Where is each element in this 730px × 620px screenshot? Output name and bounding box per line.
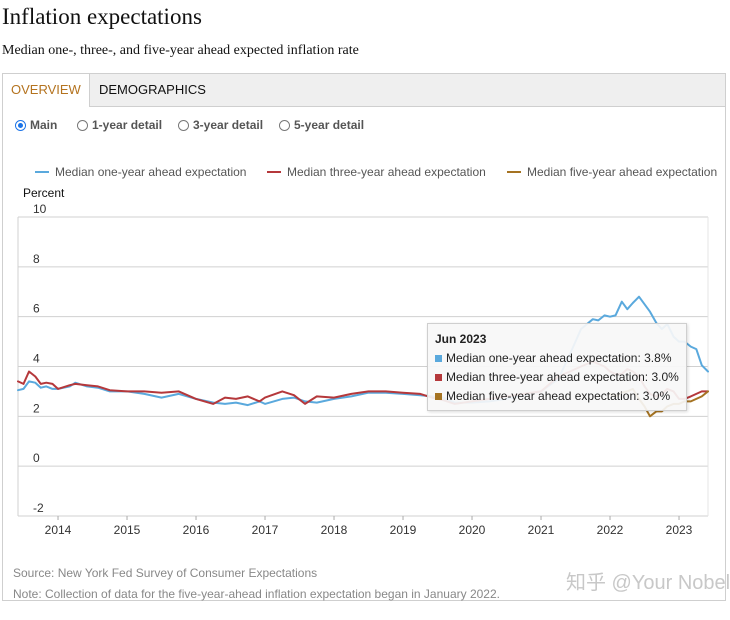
tooltip-swatch-icon <box>435 374 442 381</box>
x-tick-label: 2022 <box>597 523 624 537</box>
tab-bar: OVERVIEW DEMOGRAPHICS <box>3 74 725 107</box>
y-tick-label: 2 <box>33 401 40 415</box>
legend-swatch-icon <box>267 171 281 173</box>
tooltip-row-text: Median five-year ahead expectation: 3.0% <box>446 389 671 403</box>
chart-tooltip: Jun 2023 Median one-year ahead expectati… <box>427 323 687 411</box>
page-subtitle: Median one-, three-, and five-year ahead… <box>2 43 359 58</box>
tab-overview[interactable]: OVERVIEW <box>3 74 90 107</box>
radio-dot-icon <box>15 120 26 131</box>
legend-swatch-icon <box>35 171 49 173</box>
radio-1-year-detail[interactable]: 1-year detail <box>77 117 162 133</box>
legend-label: Median five-year ahead expectation <box>527 165 718 179</box>
radio-label: 3-year detail <box>193 118 264 132</box>
page-title: Inflation expectations <box>2 4 202 29</box>
radio-5-year-detail[interactable]: 5-year detail <box>279 117 364 133</box>
tooltip-row-five-year: Median five-year ahead expectation: 3.0% <box>435 389 670 403</box>
y-tick-label: 4 <box>33 352 40 366</box>
radio-label: 1-year detail <box>92 118 163 132</box>
tab-demographics[interactable]: DEMOGRAPHICS <box>99 82 206 97</box>
tooltip-swatch-icon <box>435 393 442 400</box>
x-tick-label: 2019 <box>390 523 417 537</box>
tooltip-swatch-icon <box>435 355 442 362</box>
x-tick-label: 2023 <box>666 523 693 537</box>
legend-swatch-icon <box>507 171 521 173</box>
radio-dot-icon <box>178 120 189 131</box>
x-tick-label: 2016 <box>183 523 210 537</box>
radio-3-year-detail[interactable]: 3-year detail <box>178 117 263 133</box>
x-tick-label: 2017 <box>252 523 279 537</box>
y-tick-label: 10 <box>33 202 47 216</box>
x-tick-label: 2020 <box>459 523 486 537</box>
line-chart[interactable]: -2 0 2 4 6 8 10 2014 2015 2016 2017 2018 2019 2020 202… <box>3 74 725 544</box>
source-note: Source: New York Fed Survey of Consumer … <box>13 566 318 580</box>
y-tick-label: -2 <box>33 501 44 515</box>
y-tick-label: 0 <box>33 451 40 465</box>
tooltip-row-three-year: Median three-year ahead expectation: 3.0… <box>435 370 679 384</box>
y-tick-label: 6 <box>33 302 40 316</box>
radio-label: Main <box>30 118 58 132</box>
x-tick-label: 2018 <box>321 523 348 537</box>
x-tick-label: 2014 <box>45 523 72 537</box>
footnote: Note: Collection of data for the five-ye… <box>13 587 500 601</box>
series-line-1 <box>17 295 709 407</box>
legend-item-one-year[interactable]: Median one-year ahead expectation <box>35 165 246 181</box>
radio-main[interactable]: Main <box>15 117 57 133</box>
y-axis-label: Percent <box>23 186 65 200</box>
x-tick-label: 2015 <box>114 523 141 537</box>
x-tick-label: 2021 <box>528 523 555 537</box>
radio-dot-icon <box>77 120 88 131</box>
tooltip-title: Jun 2023 <box>435 332 487 346</box>
chart-panel: OVERVIEW DEMOGRAPHICS Main 1-year detail… <box>2 73 726 601</box>
legend-label: Median one-year ahead expectation <box>55 165 247 179</box>
legend-item-five-year[interactable]: Median five-year ahead expectation <box>507 165 717 181</box>
watermark: 知乎 @Your Nobel <box>566 572 730 594</box>
y-tick-label: 8 <box>33 252 40 266</box>
tooltip-row-text: Median one-year ahead expectation: 3.8% <box>446 351 672 365</box>
tooltip-row-one-year: Median one-year ahead expectation: 3.8% <box>435 351 672 365</box>
legend-item-three-year[interactable]: Median three-year ahead expectation <box>267 165 486 181</box>
tooltip-row-text: Median three-year ahead expectation: 3.0… <box>446 370 679 384</box>
radio-label: 5-year detail <box>294 118 365 132</box>
radio-dot-icon <box>279 120 290 131</box>
legend-label: Median three-year ahead expectation <box>287 165 486 179</box>
